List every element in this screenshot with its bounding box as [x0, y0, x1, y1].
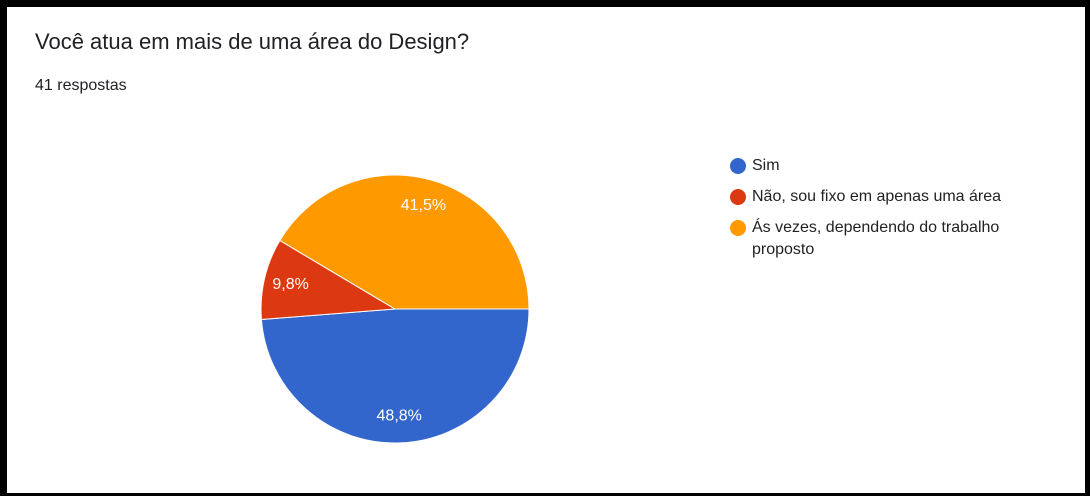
legend-label: Sim [752, 157, 780, 174]
legend-swatch [730, 220, 746, 236]
legend-swatch [730, 189, 746, 205]
slice-label: 41,5% [401, 197, 446, 214]
pie-slice [260, 239, 397, 321]
legend-item: Sim [730, 155, 1030, 177]
chart-title: Você atua em mais de uma área do Design? [35, 29, 470, 54]
legend: Sim Não, sou fixo em apenas uma área Ás ve… [730, 155, 1030, 270]
legend-label: Ás vezes, dependendo do trabalho propost… [752, 219, 1000, 258]
legend-label: Não, sou fixo em apenas uma área [752, 188, 1002, 205]
legend-swatch [730, 158, 746, 174]
pie-chart: 48,8% 9,8% 41,5% [260, 174, 530, 444]
legend-item: Ás vezes, dependendo do trabalho propost… [730, 217, 1030, 261]
slice-label: 9,8% [272, 276, 308, 293]
pie-slice [279, 174, 530, 310]
legend-item: Não, sou fixo em apenas uma área [730, 186, 1030, 208]
slice-label: 48,8% [377, 407, 422, 424]
response-count: 41 respostas [35, 77, 127, 94]
pie-slice [260, 308, 530, 444]
